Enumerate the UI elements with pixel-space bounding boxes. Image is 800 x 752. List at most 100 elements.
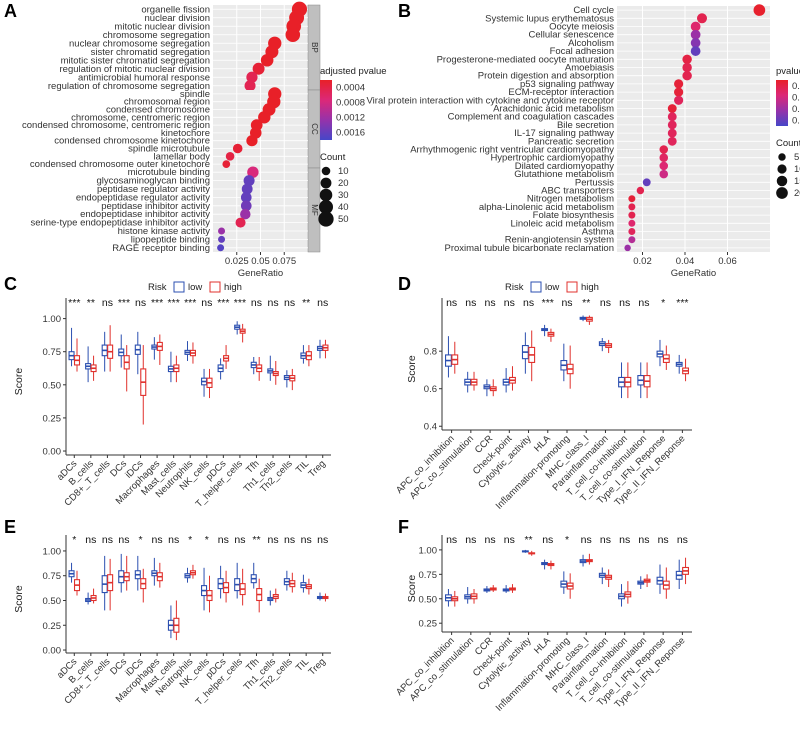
signif-label: ns: [284, 534, 295, 546]
dot: [667, 136, 677, 146]
term-label: condensed chromosome, centromeric region: [22, 120, 210, 131]
dot: [667, 104, 677, 113]
y-tick-label: 0.25: [43, 413, 62, 424]
term-label: spindle microtubule: [128, 144, 210, 155]
dot: [218, 227, 226, 235]
signif-label: ns: [201, 297, 212, 309]
x-axis-title: GeneRatio: [671, 268, 716, 279]
term-label: Complement and coagulation cascades: [448, 112, 615, 123]
dot: [232, 143, 243, 154]
term-label: Alcoholism: [568, 38, 614, 49]
signif-label: ns: [465, 534, 476, 546]
term-label: Viral protein interaction with cytokine …: [367, 95, 614, 106]
dot: [628, 236, 636, 244]
size-legend-label: 10: [338, 166, 349, 177]
signif-label: ns: [542, 534, 553, 546]
term-label: peptidase regulator activity: [97, 184, 210, 195]
dot: [642, 178, 651, 187]
y-tick-label: 0.50: [43, 380, 62, 391]
x-tick-label: 0.075: [272, 256, 296, 267]
signif-label: ns: [561, 297, 572, 309]
dot: [246, 135, 258, 147]
color-legend-title: adjusted pvalue: [320, 66, 387, 77]
y-tick-label: 0.6: [424, 384, 437, 395]
dot: [247, 166, 259, 178]
color-legend-label: 0.04: [792, 115, 800, 126]
dot: [240, 192, 252, 203]
signif-label: ***: [68, 297, 80, 309]
signif-label: ns: [523, 297, 534, 309]
dot: [690, 29, 701, 40]
term-label: alpha-Linolenic acid metabolism: [479, 202, 614, 213]
term-label: Proximal tubule bicarbonate reclamation: [444, 243, 614, 254]
x-tick-label: 0.02: [633, 256, 652, 267]
dot: [244, 80, 256, 92]
signif-label: ***: [168, 297, 180, 309]
term-label: Cellular senescence: [528, 30, 614, 41]
boxplot-C: C0.000.250.500.751.00Score***aDCs**B_cel…: [4, 274, 331, 510]
signif-label: *: [72, 534, 76, 546]
signif-label: ns: [267, 297, 278, 309]
dot: [218, 235, 226, 243]
term-label: ABC transporters: [541, 186, 614, 197]
term-label: chromosomal region: [124, 97, 210, 108]
size-legend-label: 5: [794, 152, 799, 163]
dot: [659, 169, 669, 179]
y-axis-title: Score: [406, 575, 418, 603]
signif-label: ns: [485, 297, 496, 309]
legend-title: Risk: [505, 282, 524, 293]
term-label: endopeptidase inhibitor activity: [80, 209, 210, 220]
signif-label: ***: [151, 297, 163, 309]
size-legend-dot: [776, 187, 788, 199]
panel-label: D: [398, 274, 411, 294]
panel-label: C: [4, 274, 17, 294]
x-tick-label: 0.05: [251, 256, 270, 267]
x-tick-label: 0.025: [225, 256, 249, 267]
signif-label: ***: [234, 297, 246, 309]
signif-label: ns: [85, 534, 96, 546]
term-label: RAGE receptor binding: [112, 243, 210, 254]
size-legend-label: 20: [338, 178, 349, 189]
dot: [241, 183, 253, 195]
term-label: Folate biosynthesis: [533, 210, 615, 221]
term-label: Hypertrophic cardiomyopathy: [490, 153, 614, 164]
signif-label: ns: [504, 534, 515, 546]
dot: [240, 200, 252, 212]
signif-label: ***: [542, 297, 554, 309]
term-label: chromosome, centromeric region: [71, 112, 210, 123]
x-tick-label: Treg: [306, 458, 327, 479]
legend-swatch-low: [530, 281, 542, 293]
term-label: Protein digestion and absorption: [478, 71, 614, 82]
facet-label: BP: [310, 42, 319, 53]
signif-label: **: [252, 534, 260, 546]
signif-label: ns: [677, 534, 688, 546]
dot: [240, 208, 251, 220]
size-legend-label: 50: [338, 214, 349, 225]
color-legend-label: 0.03: [792, 104, 800, 115]
y-tick-label: 0.00: [43, 447, 62, 458]
dot: [225, 151, 235, 161]
term-label: Focal adhesion: [550, 46, 614, 57]
size-legend-label: 30: [338, 190, 349, 201]
term-label: Pancreatic secretion: [528, 136, 614, 147]
term-label: lipopeptide binding: [131, 234, 210, 245]
dot: [690, 21, 701, 32]
dot: [628, 219, 636, 227]
y-tick-label: 0.00: [43, 646, 62, 657]
term-label: antimicrobial humoral response: [78, 72, 210, 83]
signif-label: ns: [600, 534, 611, 546]
signif-label: ns: [446, 297, 457, 309]
signif-label: ns: [135, 297, 146, 309]
boxplot-F: F0.250.500.751.00ScorensAPC_co_inhibitio…: [394, 517, 692, 714]
signif-label: **: [582, 297, 590, 309]
term-label: condensed chromosome outer kinetochore: [30, 159, 210, 170]
color-legend-label: 0.0004: [336, 83, 365, 94]
signif-label: ns: [658, 534, 669, 546]
color-legend-label: 0.0008: [336, 98, 365, 109]
term-label: spindle: [180, 89, 210, 100]
panel-label: E: [4, 517, 16, 537]
signif-label: ns: [619, 297, 630, 309]
signif-label: ns: [619, 534, 630, 546]
legend-label-high: high: [581, 282, 599, 293]
signif-label: **: [524, 534, 532, 546]
